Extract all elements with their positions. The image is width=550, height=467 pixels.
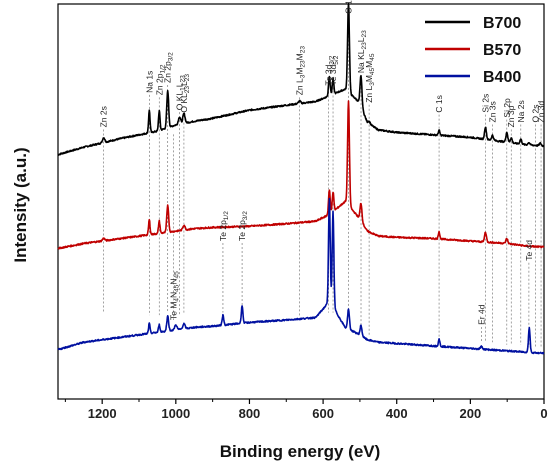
peak-label: Zn 3p xyxy=(506,105,516,127)
series-line-b400 xyxy=(57,197,545,355)
peak-label: Na 1s xyxy=(144,71,154,93)
peak-label: Te 2p3/2 xyxy=(237,211,249,241)
x-tick-label: 1000 xyxy=(161,406,190,421)
x-tick-label: 600 xyxy=(312,406,334,421)
peak-label: Te 3d5/2 xyxy=(328,55,340,85)
peak-label: Zn 2s xyxy=(99,106,109,127)
peak-label: Zn 2p1/2 xyxy=(154,64,166,95)
peak-label: Zn 3d xyxy=(536,100,546,122)
peak-label: Na KL23L23 xyxy=(356,30,368,73)
x-tick-label: 200 xyxy=(460,406,482,421)
peak-label: Er 4d xyxy=(476,304,486,325)
peak-label: C 1s xyxy=(434,95,444,112)
peak-guide-lines xyxy=(103,15,542,348)
peak-label: Si 2p xyxy=(502,98,512,118)
peak-label: Zn L3M45M45 xyxy=(364,53,376,103)
x-tick-label: 400 xyxy=(386,406,408,421)
peak-label: Na 2s xyxy=(516,100,526,122)
x-tick-label: 1200 xyxy=(88,406,117,421)
series-line-b570 xyxy=(57,100,545,250)
peak-label: Zn L3M23M23 xyxy=(295,46,307,96)
series-line-b700 xyxy=(57,2,545,156)
peak-label: Te 3d3/2 xyxy=(324,55,336,85)
x-tick-label: 0 xyxy=(540,406,547,421)
peak-label: Zn 3s xyxy=(488,101,498,122)
y-axis-title: Intensity (a.u.) xyxy=(11,147,30,262)
peak-label: O KL1L23 xyxy=(175,75,187,110)
peak-label: Zn 2p3/2 xyxy=(163,52,175,83)
x-tick-label: 800 xyxy=(239,406,261,421)
spectra-curves xyxy=(57,2,545,355)
peak-label: O KL23L23 xyxy=(179,74,191,113)
peak-label: Te M4N45N45 xyxy=(169,271,181,320)
legend: B700 B570 B400 xyxy=(425,15,521,86)
legend-label-b400: B400 xyxy=(483,69,521,86)
plot-frame xyxy=(57,3,545,400)
peak-labels: Zn 2s Na 1s Zn 2p1/2Zn 2p3/2 Te M4N45N45 O K… xyxy=(99,0,546,325)
legend-label-b700: B700 xyxy=(483,15,521,32)
peak-label: O 2s xyxy=(531,105,541,123)
peak-label: Te 4d xyxy=(524,240,534,261)
legend-label-b570: B570 xyxy=(483,42,521,59)
peak-label: O 1s xyxy=(344,0,354,14)
x-axis: 1200 1000 800 600 400 200 0 xyxy=(64,399,548,421)
peak-label: Si 2s xyxy=(481,94,491,113)
peak-label: Te 2p1/2 xyxy=(218,211,230,241)
x-axis-title: Binding energy (eV) xyxy=(220,442,381,461)
